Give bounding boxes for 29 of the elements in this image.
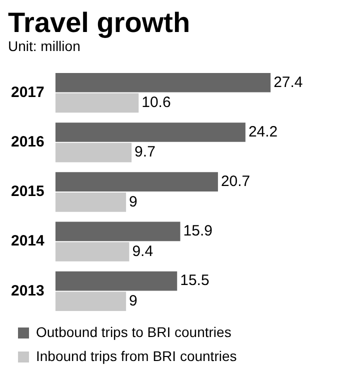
bar [55, 242, 130, 262]
y-tick-label: 2016 [10, 134, 44, 151]
legend-label: Outbound trips to BRI countries [36, 324, 232, 340]
chart-subtitle: Unit: million [8, 38, 82, 54]
bar [55, 292, 126, 312]
bar [55, 271, 178, 291]
bar [55, 122, 246, 142]
bar [55, 192, 126, 212]
bar [55, 93, 139, 113]
legend-label: Inbound trips from BRI countries [36, 348, 237, 364]
bar [55, 172, 218, 192]
y-tick-label: 2017 [10, 84, 44, 101]
data-label: 9 [129, 292, 138, 310]
y-tick-label: 2015 [10, 183, 44, 200]
bar [55, 72, 271, 92]
data-label: 15.9 [183, 222, 212, 240]
chart-title: Travel growth [8, 7, 192, 38]
bar [55, 142, 132, 162]
data-label: 27.4 [274, 74, 303, 91]
data-label: 20.7 [220, 172, 250, 190]
y-tick-label: 2013 [10, 282, 44, 300]
data-label: 9.4 [132, 242, 154, 260]
data-label: 9 [129, 193, 138, 210]
data-label: 24.2 [248, 123, 278, 140]
data-label: 10.6 [142, 94, 171, 112]
bar [55, 222, 180, 242]
y-tick-label: 2014 [10, 232, 46, 250]
data-label: 15.5 [180, 272, 210, 290]
data-label: 9.7 [134, 144, 156, 161]
